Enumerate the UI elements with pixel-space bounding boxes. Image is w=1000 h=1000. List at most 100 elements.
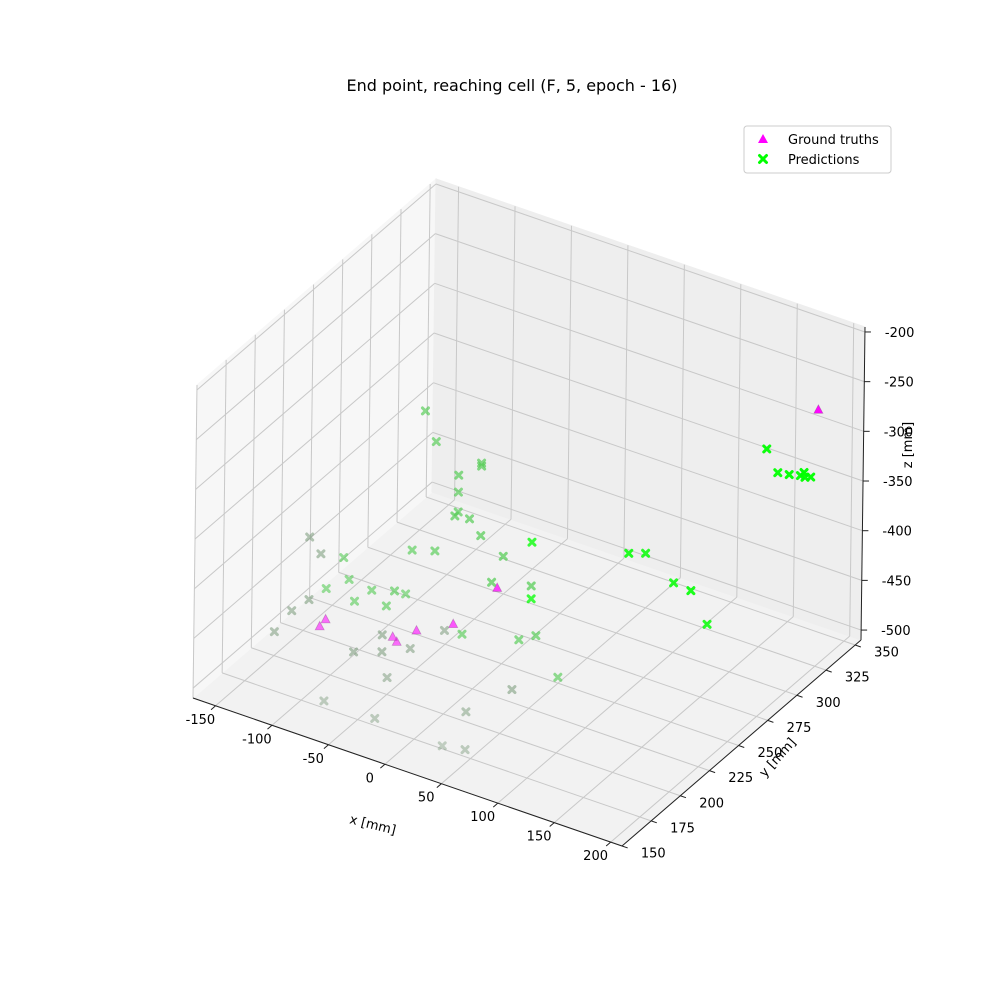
grid-line-x-floor bbox=[215, 499, 455, 707]
grid-line-y-left bbox=[396, 209, 402, 523]
prediction-point bbox=[526, 594, 536, 604]
legend: Ground truths Predictions bbox=[743, 125, 892, 174]
ground-truth-point bbox=[813, 403, 824, 414]
x-tick-mark bbox=[323, 744, 329, 750]
y-tick-mark bbox=[855, 644, 862, 648]
prediction-point bbox=[686, 586, 696, 596]
x-tick-label: 100 bbox=[470, 810, 495, 825]
grid-line-y-left bbox=[338, 259, 344, 573]
prediction-point bbox=[507, 685, 517, 695]
prediction-point bbox=[407, 545, 417, 555]
prediction-point bbox=[305, 532, 315, 542]
grid-line-y-left bbox=[221, 359, 227, 673]
y-tick-mark bbox=[650, 820, 657, 824]
prediction-point bbox=[461, 707, 471, 717]
grid-line-z-left bbox=[196, 183, 437, 391]
y-tick-label: 150 bbox=[641, 847, 666, 862]
y-tick-label: 350 bbox=[874, 646, 899, 661]
prediction-point bbox=[624, 548, 634, 558]
y-tick-mark bbox=[621, 845, 628, 849]
data-points bbox=[269, 403, 824, 755]
prediction-point bbox=[367, 585, 377, 595]
prediction-point bbox=[453, 487, 463, 497]
grid-line-x-back bbox=[510, 206, 516, 520]
prediction-point bbox=[420, 406, 430, 416]
y-tick-label: 300 bbox=[816, 696, 841, 711]
x-tick-label: -50 bbox=[303, 752, 324, 767]
ground-truth-point bbox=[492, 582, 503, 592]
grid-line-y-left bbox=[309, 284, 315, 598]
grid-line-z-left bbox=[195, 282, 435, 490]
prediction-point bbox=[553, 672, 563, 682]
x-axis-line bbox=[192, 697, 623, 847]
z-axis-label: z [mm] bbox=[901, 422, 916, 468]
prediction-point bbox=[773, 468, 783, 478]
prediction-point bbox=[287, 606, 297, 616]
grid-line-y-left bbox=[279, 309, 285, 623]
prediction-point bbox=[762, 444, 772, 454]
grid-line-y-floor bbox=[251, 647, 681, 797]
y-tick-label: 175 bbox=[670, 821, 695, 836]
x-tick-mark bbox=[436, 783, 442, 788]
prediction-point bbox=[702, 619, 712, 629]
grid-line-x-back bbox=[679, 264, 685, 578]
prediction-point bbox=[795, 471, 805, 481]
prediction-point bbox=[350, 596, 360, 606]
prediction-point bbox=[381, 601, 391, 611]
grid-line-z-back bbox=[433, 332, 864, 482]
grid-line-z-left bbox=[195, 233, 436, 441]
prediction-point bbox=[784, 470, 794, 480]
chart-title: End point, reaching cell (F, 5, epoch - … bbox=[347, 76, 678, 95]
prediction-point bbox=[319, 696, 329, 706]
grid-line-z-back bbox=[435, 233, 865, 383]
grid-line-x-back bbox=[792, 303, 798, 617]
grid-line-z-back bbox=[433, 382, 863, 532]
y-axis-line bbox=[621, 639, 862, 847]
x-tick-label: -100 bbox=[242, 732, 272, 747]
prediction-point bbox=[453, 507, 463, 517]
prediction-point bbox=[477, 458, 487, 468]
prediction-point bbox=[526, 581, 536, 591]
legend-marker-predictions bbox=[758, 154, 768, 164]
axes-panes bbox=[192, 177, 866, 847]
x-tick-label: 200 bbox=[583, 849, 608, 864]
z-tick-label: -500 bbox=[881, 624, 911, 639]
grid-line-z-left bbox=[194, 382, 434, 590]
grid-line-y-left bbox=[367, 234, 373, 548]
prediction-point bbox=[454, 470, 464, 480]
grid-line-y-floor bbox=[338, 571, 768, 721]
grid-line-x-floor bbox=[328, 538, 568, 746]
grid-line-y-left bbox=[192, 384, 198, 699]
prediction-point bbox=[405, 644, 415, 654]
grid-line-z-left bbox=[194, 332, 435, 540]
axis-lines bbox=[192, 326, 866, 847]
grid-line-x-back bbox=[849, 323, 855, 637]
grid-line-y-floor bbox=[396, 521, 827, 671]
grid-line-x-floor bbox=[610, 635, 851, 843]
z-tick-label: -250 bbox=[884, 376, 914, 391]
legend-label-ground-truths: Ground truths bbox=[788, 133, 879, 148]
x-tick-mark bbox=[549, 822, 555, 827]
prediction-point bbox=[269, 627, 279, 637]
prediction-point bbox=[430, 546, 440, 556]
prediction-point bbox=[377, 630, 387, 640]
prediction-point bbox=[304, 595, 314, 605]
prediction-point bbox=[316, 549, 326, 559]
prediction-point bbox=[382, 673, 392, 683]
z-tick-label: -350 bbox=[883, 475, 913, 490]
x-tick-label: -150 bbox=[186, 713, 216, 728]
x-tick-mark bbox=[492, 802, 499, 808]
y-tick-label: 275 bbox=[787, 721, 812, 736]
prediction-point bbox=[370, 713, 380, 723]
prediction-point bbox=[401, 589, 411, 599]
grid-line-z-back bbox=[435, 183, 866, 333]
prediction-point bbox=[377, 647, 387, 657]
prediction-point bbox=[437, 741, 447, 751]
prediction-point bbox=[431, 437, 441, 447]
prediction-point bbox=[460, 745, 470, 755]
y-tick-mark bbox=[709, 770, 716, 774]
ground-truth-point bbox=[320, 613, 331, 624]
prediction-point bbox=[321, 584, 331, 594]
grid-line-x-back bbox=[566, 225, 572, 539]
